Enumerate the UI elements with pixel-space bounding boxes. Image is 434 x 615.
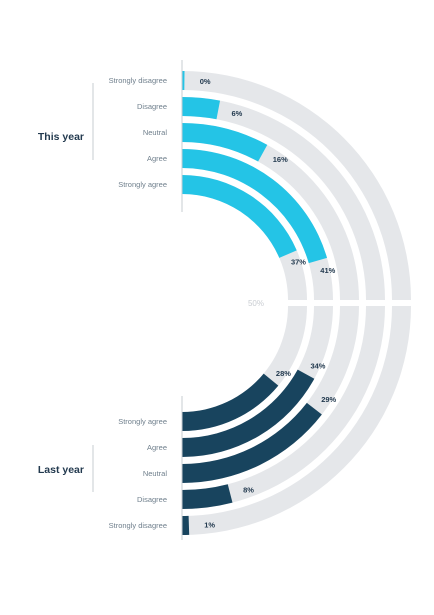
last-year-strongly-disagree-category-label: Strongly disagree <box>109 521 167 530</box>
last-year-strongly-disagree-value-label: 1% <box>204 520 215 529</box>
this-year-agree-value-label: 41% <box>320 266 335 275</box>
labels: Strongly disagree 0% Disagree 6% Neutral 16% A… <box>38 60 337 540</box>
last-year-strongly-agree-value-label: 28% <box>276 369 291 378</box>
this-year-neutral-bar <box>182 123 268 162</box>
this-year-agree-bar <box>182 149 328 264</box>
this-year-group-title: This year <box>38 131 84 143</box>
last-year-agree-bar <box>182 369 315 457</box>
last-year-strongly-agree-category-label: Strongly agree <box>118 417 167 426</box>
this-year-strongly-agree-bar <box>182 175 297 258</box>
last-year-agree-value-label: 34% <box>310 361 325 370</box>
last-year-neutral-value-label: 29% <box>321 395 336 404</box>
last-year-group-title: Last year <box>38 464 84 476</box>
last-year-strongly-agree-bar <box>182 373 279 431</box>
max-value-label: 50% <box>248 299 264 308</box>
last-year-strongly-disagree-track <box>182 306 411 535</box>
this-year-strongly-disagree-bar <box>182 71 185 91</box>
this-year-strongly-disagree-category-label: Strongly disagree <box>109 76 167 85</box>
this-year-neutral-value-label: 16% <box>273 155 288 164</box>
this-year-disagree-category-label: Disagree <box>137 102 167 111</box>
last-year-disagree-bar <box>182 484 233 509</box>
last-year-disagree-track <box>182 306 385 509</box>
last-year-agree-category-label: Agree <box>147 443 167 452</box>
last-year-strongly-disagree-bar <box>182 515 190 535</box>
last-year-disagree-category-label: Disagree <box>137 495 167 504</box>
this-year-strongly-agree-value-label: 37% <box>291 258 306 267</box>
last-year-disagree-value-label: 8% <box>243 486 254 495</box>
bars <box>182 71 328 535</box>
last-year-neutral-category-label: Neutral <box>143 469 168 478</box>
this-year-strongly-disagree-value-label: 0% <box>200 77 211 86</box>
this-year-disagree-bar <box>182 97 221 120</box>
this-year-disagree-value-label: 6% <box>231 109 242 118</box>
this-year-agree-category-label: Agree <box>147 154 167 163</box>
this-year-disagree-track <box>182 97 385 300</box>
this-year-strongly-agree-category-label: Strongly agree <box>118 180 167 189</box>
last-year-neutral-bar <box>182 402 322 483</box>
this-year-strongly-disagree-track <box>182 71 411 300</box>
this-year-neutral-category-label: Neutral <box>143 128 168 137</box>
